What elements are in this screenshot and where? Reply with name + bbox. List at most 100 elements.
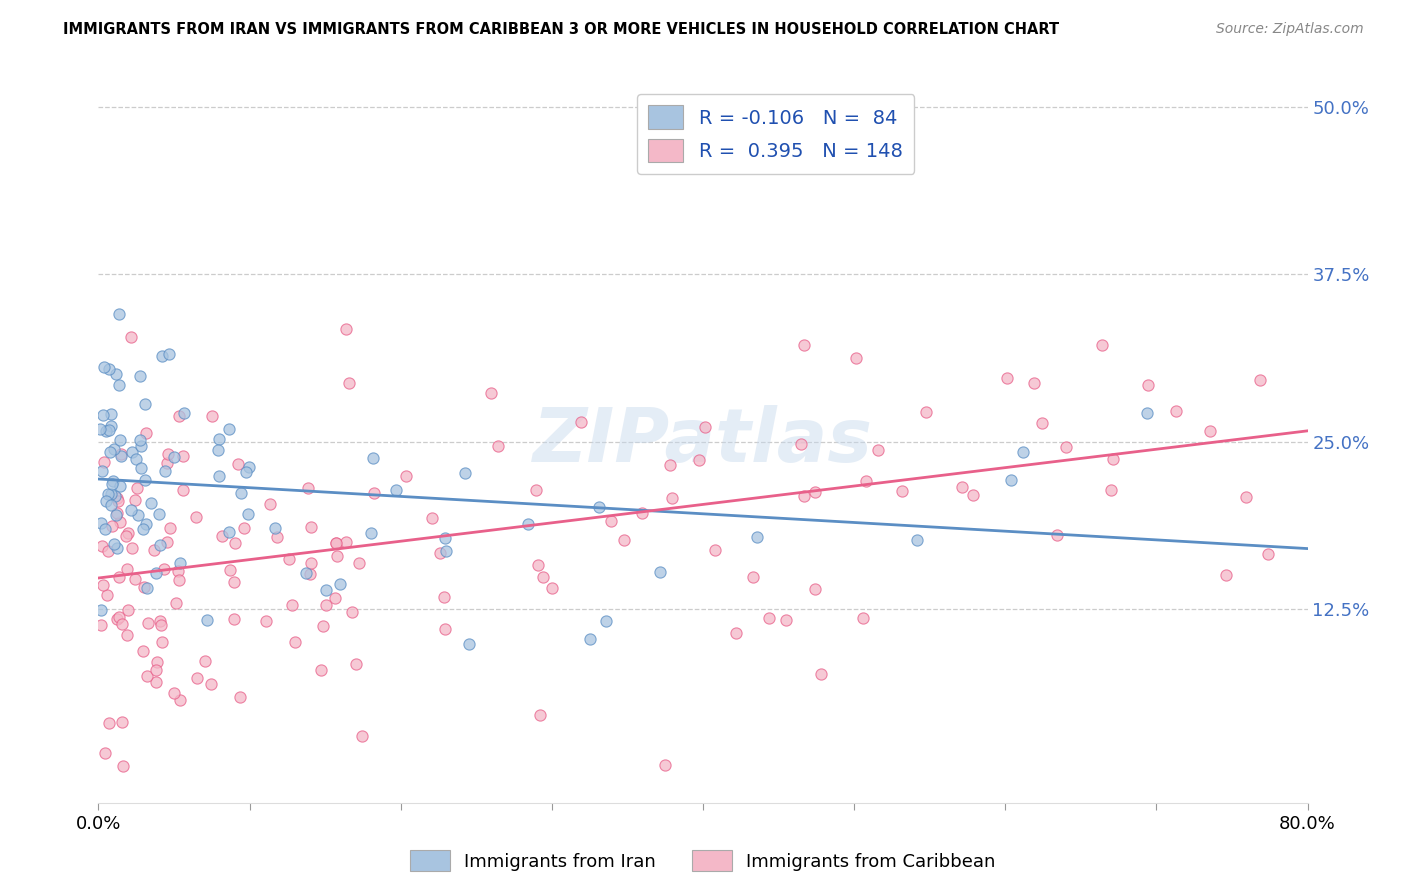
Point — [222, 574, 245, 589]
Point — [725, 625, 748, 640]
Point — [159, 521, 181, 535]
Point — [108, 307, 131, 321]
Point — [224, 536, 246, 550]
Point — [150, 349, 173, 363]
Point — [110, 447, 132, 461]
Point — [703, 542, 725, 557]
Point — [259, 497, 281, 511]
Point — [962, 488, 984, 502]
Point — [845, 351, 868, 365]
Point — [420, 511, 443, 525]
Point — [169, 556, 191, 570]
Point — [91, 409, 114, 423]
Point — [172, 449, 194, 463]
Point — [458, 637, 481, 651]
Point — [136, 581, 159, 595]
Point — [1012, 445, 1035, 459]
Point — [299, 566, 322, 581]
Point — [145, 675, 167, 690]
Point — [91, 578, 114, 592]
Point — [157, 347, 180, 361]
Point — [793, 489, 815, 503]
Point — [540, 581, 562, 595]
Point — [335, 534, 357, 549]
Point — [218, 422, 240, 436]
Point — [429, 546, 451, 560]
Point — [186, 671, 208, 685]
Point — [312, 619, 335, 633]
Point — [112, 759, 135, 773]
Point — [325, 536, 347, 550]
Point — [111, 616, 134, 631]
Point — [631, 506, 654, 520]
Point — [1031, 416, 1053, 430]
Point — [479, 385, 502, 400]
Point — [299, 520, 322, 534]
Point — [758, 610, 780, 624]
Point — [789, 437, 811, 451]
Point — [1054, 440, 1077, 454]
Point — [128, 433, 150, 447]
Point — [121, 445, 143, 459]
Point — [693, 420, 716, 434]
Point — [150, 617, 173, 632]
Point — [531, 570, 554, 584]
Point — [315, 598, 337, 612]
Point — [90, 539, 112, 553]
Point — [124, 573, 146, 587]
Point — [117, 603, 139, 617]
Point — [236, 508, 259, 522]
Point — [105, 541, 128, 555]
Legend: Immigrants from Iran, Immigrants from Caribbean: Immigrants from Iran, Immigrants from Ca… — [404, 843, 1002, 879]
Point — [101, 519, 124, 533]
Point — [97, 544, 120, 558]
Point — [134, 397, 156, 411]
Point — [98, 423, 121, 437]
Point — [110, 449, 132, 463]
Point — [105, 611, 128, 625]
Point — [852, 611, 875, 625]
Point — [143, 542, 166, 557]
Point — [571, 415, 593, 429]
Point — [134, 580, 156, 594]
Point — [1091, 338, 1114, 352]
Point — [235, 465, 257, 479]
Point — [1000, 473, 1022, 487]
Point — [163, 686, 186, 700]
Point — [360, 525, 382, 540]
Point — [156, 447, 179, 461]
Point — [200, 677, 222, 691]
Point — [167, 574, 190, 588]
Point — [600, 515, 623, 529]
Point — [105, 368, 128, 382]
Point — [107, 569, 129, 583]
Point — [90, 464, 112, 478]
Point — [125, 452, 148, 467]
Point — [613, 533, 636, 547]
Point — [103, 442, 125, 457]
Point — [524, 483, 547, 497]
Point — [94, 494, 117, 508]
Point — [207, 442, 229, 457]
Point — [173, 406, 195, 420]
Point — [127, 481, 149, 495]
Point — [228, 690, 250, 704]
Text: Source: ZipAtlas.com: Source: ZipAtlas.com — [1216, 22, 1364, 37]
Point — [98, 362, 121, 376]
Point — [385, 483, 408, 497]
Point — [1136, 406, 1159, 420]
Point — [200, 409, 222, 424]
Point — [100, 498, 122, 512]
Point — [132, 522, 155, 536]
Point — [211, 529, 233, 543]
Point — [529, 708, 551, 723]
Point — [114, 528, 136, 542]
Point — [301, 557, 323, 571]
Point — [1249, 373, 1271, 387]
Point — [115, 562, 138, 576]
Point — [297, 481, 319, 495]
Point — [110, 714, 132, 729]
Point — [804, 582, 827, 597]
Point — [1215, 568, 1237, 582]
Point — [120, 502, 142, 516]
